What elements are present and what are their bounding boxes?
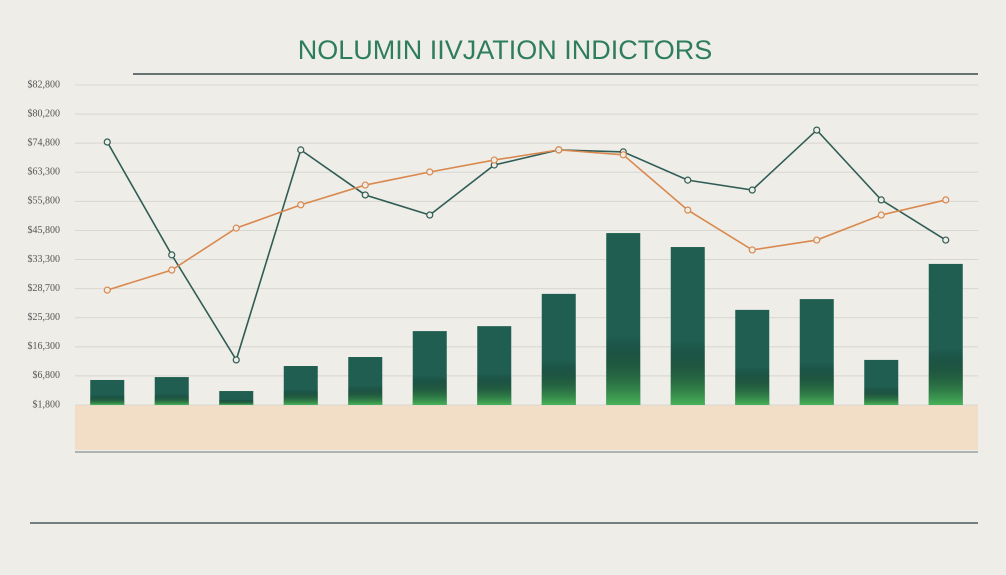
line-point [103,286,111,294]
bar-glow [477,326,512,405]
line-point [103,138,111,146]
y-tick-label: $33,300 [28,254,61,265]
y-tick-label: $16,300 [28,341,61,352]
bar-glow [799,299,834,405]
bar-glow [864,359,899,405]
y-tick-label: $80,200 [28,108,61,119]
base-band [75,405,978,450]
line-point [426,211,434,219]
line-point [619,151,627,159]
line-point [877,196,885,204]
y-tick-label: $82,800 [28,79,61,90]
bar-glow [670,247,705,405]
line [106,128,947,362]
line-point [684,176,692,184]
line-point [168,251,176,259]
y-tick-label: $63,300 [28,167,61,178]
line-point [168,266,176,274]
line [107,149,946,291]
bar-glow [412,331,447,405]
bar-glow [735,309,770,405]
y-tick-label: $74,800 [28,137,61,148]
line-point [942,196,950,204]
bar-glow [219,391,254,405]
line-point [877,211,885,219]
chart-title: NOLUMIN IIVJATION INDICTORS [298,35,713,65]
line-point [490,156,498,164]
bar-glow [928,263,963,405]
bar-glow [154,377,189,405]
y-tick-label: $25,300 [28,312,61,323]
line-point [232,356,240,364]
line-point [942,236,950,244]
line-point [813,126,821,134]
line-point [555,146,563,154]
line-point [684,206,692,214]
y-tick-label: $1,800 [33,399,61,410]
line-point [232,224,240,232]
bar-glow [90,379,125,405]
line-point [748,186,756,194]
line-point [813,236,821,244]
line-point [297,146,305,154]
y-tick-label: $28,700 [28,283,61,294]
line-point [361,191,369,199]
y-tick-label: $6,800 [33,370,61,381]
line-point [748,246,756,254]
bar-glow [348,357,383,405]
line-point [361,181,369,189]
line-point [426,168,434,176]
y-tick-label: $55,800 [28,196,61,207]
y-tick-label: $45,800 [28,225,61,236]
bar-glow [541,293,576,405]
line-point [297,201,305,209]
bar-glow [606,233,641,405]
bar-glow [283,366,318,405]
